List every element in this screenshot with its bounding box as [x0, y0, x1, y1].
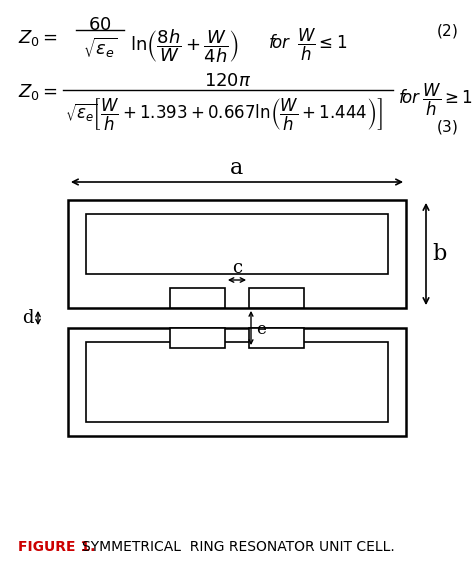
- Text: $Z_0 =$: $Z_0 =$: [18, 82, 58, 102]
- Bar: [170, 328, 225, 348]
- Text: $Z_0 =$: $Z_0 =$: [18, 28, 58, 48]
- Bar: [86, 214, 388, 274]
- Text: $\ln\!\left(\dfrac{8h}{W}+\dfrac{W}{4h}\right)$: $\ln\!\left(\dfrac{8h}{W}+\dfrac{W}{4h}\…: [130, 27, 239, 65]
- Text: c: c: [232, 259, 242, 277]
- Text: $(2)$: $(2)$: [436, 22, 458, 40]
- Text: $120\pi$: $120\pi$: [204, 72, 252, 90]
- Bar: [170, 288, 225, 308]
- Text: FIGURE 1.: FIGURE 1.: [18, 540, 95, 554]
- Bar: [249, 288, 304, 308]
- Text: b: b: [432, 243, 447, 265]
- Bar: [68, 328, 406, 436]
- Bar: [68, 200, 406, 308]
- Text: $(3)$: $(3)$: [436, 118, 458, 136]
- Text: SYMMETRICAL  RING RESONATOR UNIT CELL.: SYMMETRICAL RING RESONATOR UNIT CELL.: [82, 540, 395, 554]
- Text: $60$: $60$: [88, 16, 112, 34]
- Text: $\sqrt{\varepsilon_e}$: $\sqrt{\varepsilon_e}$: [82, 36, 118, 60]
- Text: d: d: [22, 309, 34, 327]
- Bar: [86, 342, 388, 422]
- Text: a: a: [230, 157, 244, 179]
- Bar: [249, 328, 304, 348]
- Text: $f\!or\;\dfrac{W}{h}\geq 1$: $f\!or\;\dfrac{W}{h}\geq 1$: [398, 82, 473, 118]
- Text: $f\!or\;\;\dfrac{W}{h}\leq 1$: $f\!or\;\;\dfrac{W}{h}\leq 1$: [268, 27, 347, 63]
- Text: $\sqrt{\varepsilon_e}\!\left[\dfrac{W}{h}+1.393+0.667\ln\!\left(\dfrac{W}{h}+1.4: $\sqrt{\varepsilon_e}\!\left[\dfrac{W}{h…: [65, 97, 383, 133]
- Text: e: e: [256, 321, 266, 339]
